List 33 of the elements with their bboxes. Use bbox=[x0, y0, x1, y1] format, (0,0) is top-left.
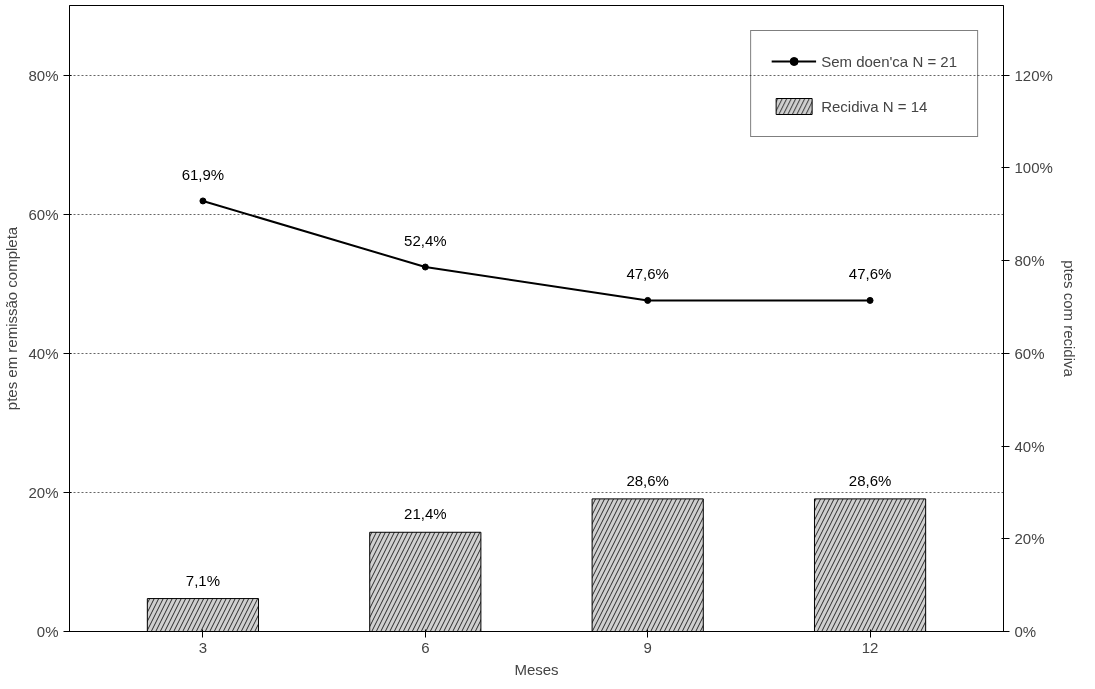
legend-label: Sem doen'ca N = 21 bbox=[821, 52, 957, 70]
y-tick-label: 20% bbox=[28, 483, 59, 501]
data-label: 28,6% bbox=[626, 471, 669, 489]
y2-tick-label: 0% bbox=[1014, 623, 1037, 640]
y-tick-label: 0% bbox=[36, 623, 59, 640]
y2-tick-label: 40% bbox=[1014, 437, 1045, 455]
x-tick-label: 6 bbox=[421, 638, 430, 656]
legend-label: Recidiva N = 14 bbox=[821, 97, 928, 115]
point bbox=[866, 296, 874, 304]
x-tick-label: 3 bbox=[198, 638, 208, 656]
y-tick-label: 40% bbox=[28, 344, 59, 362]
y2-tick-label: 120% bbox=[1014, 66, 1053, 84]
y2-tick-label: 20% bbox=[1014, 530, 1045, 548]
data-label: 21,4% bbox=[404, 505, 447, 523]
point bbox=[421, 263, 429, 271]
point bbox=[644, 296, 652, 304]
x-axis-title: Meses bbox=[514, 660, 559, 678]
x-tick-label: 12 bbox=[861, 638, 879, 656]
y2-tick-label: 100% bbox=[1014, 159, 1053, 177]
data-label: 47,6% bbox=[626, 265, 669, 283]
y-tick-label: 60% bbox=[28, 205, 59, 223]
data-label: 28,6% bbox=[848, 471, 892, 489]
y2-tick-label: 60% bbox=[1014, 344, 1045, 362]
point bbox=[199, 197, 207, 205]
data-label: 7,1% bbox=[185, 571, 221, 589]
x-tick-label: 9 bbox=[643, 638, 652, 656]
data-label: 47,6% bbox=[848, 265, 892, 283]
data-label: 52,4% bbox=[404, 232, 447, 250]
y2-axis-title: ptes com recidiva bbox=[1060, 260, 1078, 378]
data-label: 61,9% bbox=[181, 165, 225, 183]
y-tick-label: 80% bbox=[28, 66, 59, 84]
y-axis-title: ptes em remissão completa bbox=[3, 226, 21, 411]
y2-tick-label: 80% bbox=[1014, 252, 1045, 270]
